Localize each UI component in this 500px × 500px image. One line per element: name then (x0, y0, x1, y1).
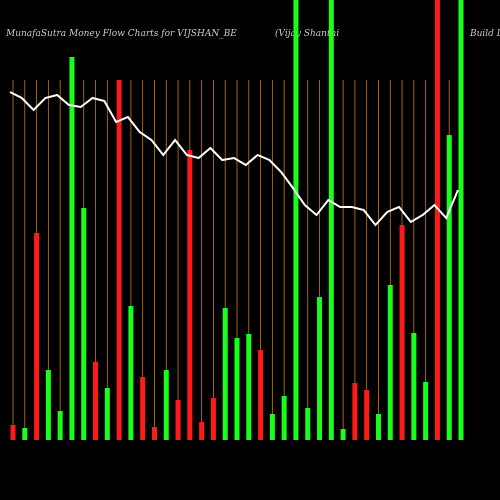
bar (446, 135, 452, 440)
bar (116, 80, 122, 440)
bar (399, 225, 405, 440)
bar (57, 411, 63, 440)
bar (175, 400, 181, 440)
bar (258, 350, 264, 440)
bar (317, 297, 323, 440)
bar (163, 370, 169, 440)
bar (151, 427, 157, 440)
bar (81, 208, 87, 440)
bar (387, 285, 393, 440)
bar (305, 408, 311, 440)
bar (45, 370, 51, 440)
bar (434, 0, 440, 440)
bar (140, 377, 146, 440)
bar (104, 388, 110, 440)
bar (199, 422, 205, 440)
bar (128, 306, 134, 440)
bar (269, 414, 275, 440)
annotation: (Vijay Shanthi (275, 28, 339, 39)
bar (293, 0, 299, 440)
bar (210, 398, 216, 440)
bar (22, 428, 28, 440)
bar (246, 334, 252, 440)
bar (10, 425, 16, 440)
bar (458, 0, 464, 440)
bar (364, 390, 370, 440)
bar (222, 308, 228, 440)
chart-title: MunafaSutra Money Flow Charts for VIJSHA… (5, 29, 237, 39)
bar (281, 396, 287, 440)
bar (93, 362, 99, 440)
bar (375, 414, 381, 440)
bar (69, 57, 75, 440)
bar (234, 338, 240, 440)
bar (328, 0, 334, 440)
bar (34, 233, 40, 440)
bar (352, 383, 358, 440)
bar (187, 150, 193, 440)
annotation: Build L (469, 29, 500, 39)
line (9, 91, 459, 227)
bar (411, 333, 417, 440)
bar (340, 429, 346, 440)
bar (423, 382, 429, 440)
